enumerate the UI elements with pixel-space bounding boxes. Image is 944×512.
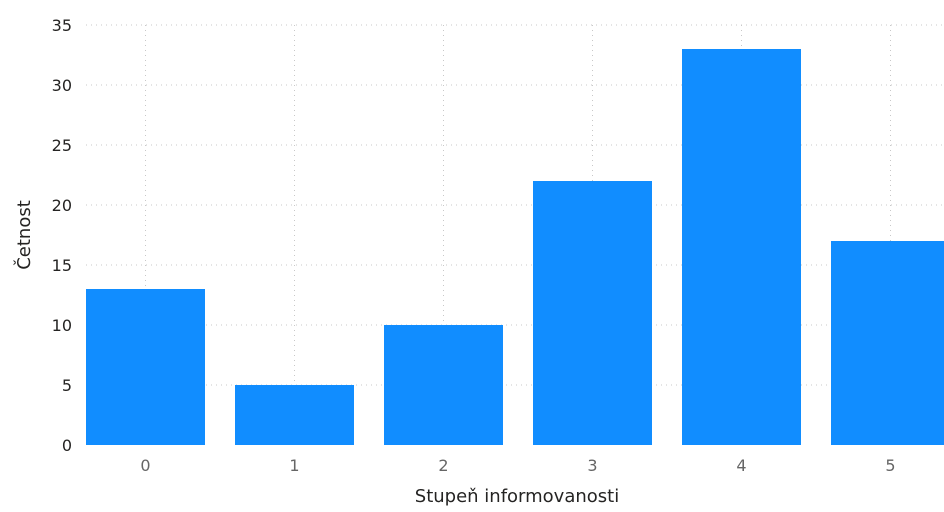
- y-axis-title: Četnost: [13, 200, 35, 270]
- y-tick-label: 10: [52, 316, 72, 335]
- x-axis-ticks: 0 1 2 3 4 5: [140, 456, 895, 475]
- bar-1[interactable]: [235, 385, 354, 445]
- x-tick-label: 5: [885, 456, 895, 475]
- x-tick-label: 0: [140, 456, 150, 475]
- y-tick-label: 30: [52, 76, 72, 95]
- y-tick-label: 15: [52, 256, 72, 275]
- y-tick-label: 0: [62, 436, 72, 455]
- x-tick-label: 1: [289, 456, 299, 475]
- grid-layer: [86, 24, 944, 445]
- y-axis-ticks: 0 5 10 15 20 25 30 35: [52, 16, 72, 455]
- bar-3[interactable]: [533, 181, 652, 445]
- y-tick-label: 20: [52, 196, 72, 215]
- y-tick-label: 5: [62, 376, 72, 395]
- bars: [86, 49, 944, 445]
- y-tick-label: 25: [52, 136, 72, 155]
- y-tick-label: 35: [52, 16, 72, 35]
- bar-4[interactable]: [682, 49, 801, 445]
- x-tick-label: 4: [736, 456, 746, 475]
- bar-0[interactable]: [86, 289, 205, 445]
- bar-5[interactable]: [831, 241, 944, 445]
- x-tick-label: 2: [438, 456, 448, 475]
- bar-2[interactable]: [384, 325, 503, 445]
- x-tick-label: 3: [587, 456, 597, 475]
- x-axis-title: Stupeň informovanosti: [415, 486, 619, 507]
